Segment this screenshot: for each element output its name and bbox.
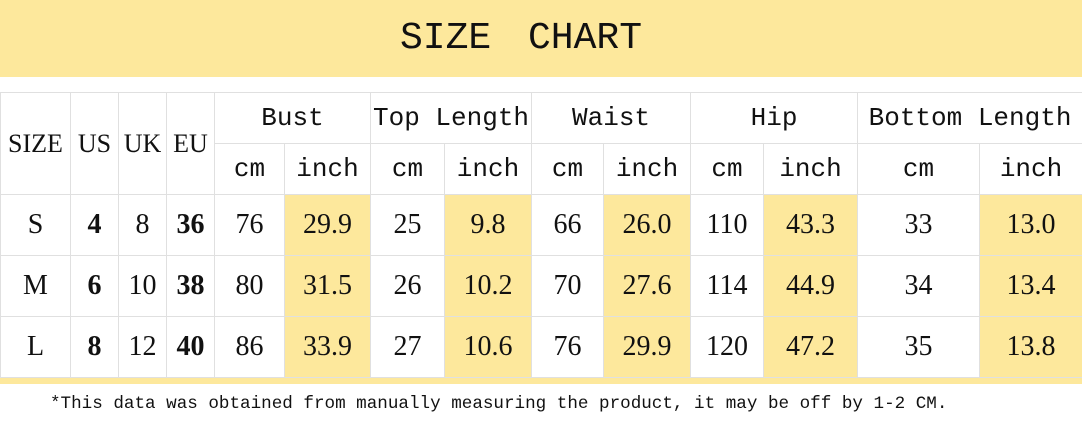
header-bust: Bust xyxy=(213,92,372,144)
cell-cm: 34 xyxy=(857,255,981,317)
unit-inch: inch xyxy=(979,143,1082,195)
cell-cm: 80 xyxy=(214,255,285,317)
cell-inch: 27.6 xyxy=(603,255,692,317)
header-uk: UK xyxy=(118,92,167,195)
cell-cm: 70 xyxy=(531,255,605,317)
cell-cm: 76 xyxy=(214,194,285,256)
unit-cm: cm xyxy=(690,143,765,195)
header-top-length: Top Length xyxy=(370,92,533,144)
cell-inch: 33.9 xyxy=(283,316,372,378)
unit-inch: inch xyxy=(763,143,859,195)
cell-cm: 76 xyxy=(531,316,605,378)
divider-strip xyxy=(0,378,1082,384)
unit-cm: cm xyxy=(531,143,605,195)
cell-cm: 26 xyxy=(370,255,446,317)
cell-inch: 29.9 xyxy=(283,194,372,256)
footnote: *This data was obtained from manually me… xyxy=(50,394,948,414)
table-row: L 8 12 40 86 33.9 27 10.6 76 29.9 120 47.2 35 13.8 xyxy=(0,316,1082,378)
cell-cm: 66 xyxy=(531,194,605,256)
cell-eu: 38 xyxy=(166,255,215,317)
cell-inch: 47.2 xyxy=(763,316,859,378)
header-size: SIZE xyxy=(0,92,71,195)
table-row: S 4 8 36 76 29.9 25 9.8 66 26.0 110 43.3 33 13.0 xyxy=(0,194,1082,256)
unit-cm: cm xyxy=(370,143,446,195)
cell-size: S xyxy=(0,194,71,256)
cell-inch: 13.4 xyxy=(979,255,1082,317)
cell-uk: 8 xyxy=(118,194,167,256)
header-hip: Hip xyxy=(690,92,859,144)
cell-us: 4 xyxy=(70,194,119,256)
cell-inch: 31.5 xyxy=(283,255,372,317)
header-us: US xyxy=(70,92,119,195)
size-table: SIZE US UK EU Bust Top Length Waist Hip … xyxy=(0,92,1082,378)
cell-inch: 13.8 xyxy=(979,316,1082,378)
cell-uk: 12 xyxy=(118,316,167,378)
cell-inch: 13.0 xyxy=(979,194,1082,256)
cell-size: L xyxy=(0,316,71,378)
cell-us: 8 xyxy=(70,316,119,378)
cell-inch: 44.9 xyxy=(763,255,859,317)
cell-size: M xyxy=(0,255,71,317)
cell-inch: 10.2 xyxy=(444,255,533,317)
cell-uk: 10 xyxy=(118,255,167,317)
cell-eu: 36 xyxy=(166,194,215,256)
cell-us: 6 xyxy=(70,255,119,317)
cell-eu: 40 xyxy=(166,316,215,378)
cell-cm: 114 xyxy=(690,255,765,317)
cell-cm: 25 xyxy=(370,194,446,256)
cell-cm: 86 xyxy=(214,316,285,378)
unit-cm: cm xyxy=(857,143,981,195)
cell-cm: 110 xyxy=(690,194,765,256)
unit-inch: inch xyxy=(283,143,372,195)
header-bottom-length: Bottom Length xyxy=(857,92,1082,144)
cell-cm: 35 xyxy=(857,316,981,378)
cell-inch: 10.6 xyxy=(444,316,533,378)
cell-inch: 26.0 xyxy=(603,194,692,256)
unit-cm: cm xyxy=(214,143,285,195)
cell-inch: 29.9 xyxy=(603,316,692,378)
header-eu: EU xyxy=(166,92,215,195)
cell-inch: 43.3 xyxy=(763,194,859,256)
cell-cm: 120 xyxy=(690,316,765,378)
cell-cm: 33 xyxy=(857,194,981,256)
cell-inch: 9.8 xyxy=(444,194,533,256)
table-row: M 6 10 38 80 31.5 26 10.2 70 27.6 114 44.9 34 13.4 xyxy=(0,255,1082,317)
unit-inch: inch xyxy=(444,143,533,195)
header-waist: Waist xyxy=(531,92,692,144)
chart-title: SIZE CHART xyxy=(0,0,1082,77)
cell-cm: 27 xyxy=(370,316,446,378)
unit-inch: inch xyxy=(603,143,692,195)
